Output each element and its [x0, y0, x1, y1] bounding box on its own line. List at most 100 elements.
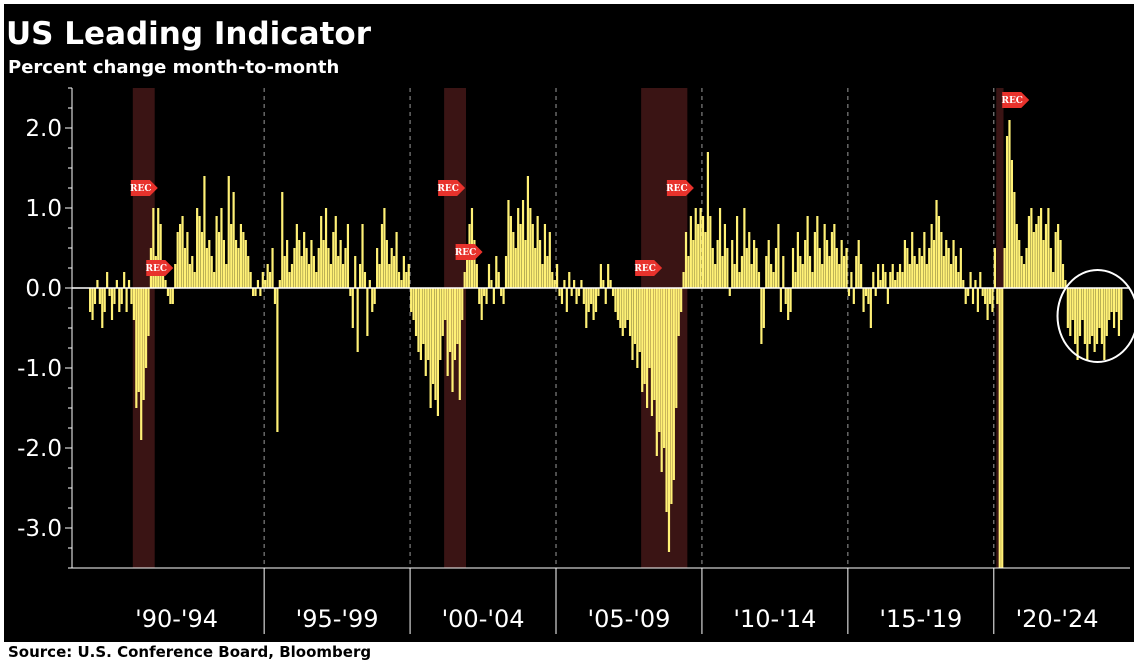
- chart-title: US Leading Indicator: [6, 16, 371, 52]
- data-bar: [247, 256, 250, 288]
- data-bar: [911, 232, 914, 288]
- data-bar: [393, 256, 396, 288]
- data-bar: [307, 264, 311, 288]
- data-bar: [1027, 216, 1031, 288]
- data-bar: [881, 264, 885, 288]
- data-bar: [624, 288, 627, 328]
- data-bar: [560, 288, 564, 304]
- data-bar: [628, 288, 632, 336]
- rec-marker: [438, 180, 466, 196]
- data-bar: [745, 248, 748, 288]
- rec-marker: [130, 180, 158, 196]
- data-bar: [954, 256, 958, 288]
- data-bar: [682, 272, 685, 288]
- data-bar: [643, 288, 646, 384]
- data-bar: [166, 288, 170, 296]
- data-bar: [534, 248, 537, 288]
- data-bar: [521, 200, 525, 288]
- data-bar: [130, 288, 133, 304]
- data-bar: [1105, 288, 1108, 336]
- data-bar: [227, 176, 230, 288]
- data-bar: [784, 288, 787, 304]
- data-bar: [894, 280, 897, 288]
- data-bar: [959, 248, 962, 288]
- data-bar: [923, 232, 926, 288]
- data-bar: [458, 288, 461, 400]
- data-bar: [210, 256, 213, 288]
- data-bar: [609, 280, 612, 288]
- data-bar: [619, 288, 622, 328]
- data-bar: [305, 248, 308, 288]
- data-bar: [290, 264, 294, 288]
- data-bar: [757, 272, 761, 288]
- period-label: '05-'09: [588, 605, 671, 633]
- data-bar: [113, 288, 116, 304]
- data-bar: [1047, 208, 1050, 288]
- data-bar: [811, 272, 814, 288]
- data-bar: [694, 208, 697, 288]
- data-bar: [1037, 216, 1040, 288]
- data-bar: [502, 288, 505, 304]
- data-bar: [259, 288, 262, 296]
- data-bar: [748, 232, 751, 288]
- data-bar: [1110, 288, 1113, 312]
- data-bar: [1091, 288, 1094, 336]
- data-bar: [120, 288, 123, 304]
- data-bar: [1100, 288, 1104, 344]
- data-bar: [867, 288, 870, 304]
- data-bar: [984, 288, 987, 304]
- data-bar: [855, 256, 858, 288]
- data-bar: [852, 288, 855, 304]
- data-bar: [573, 280, 576, 288]
- data-bar: [716, 240, 719, 288]
- data-bar: [1001, 288, 1004, 568]
- data-bar: [940, 232, 943, 288]
- data-bar: [101, 288, 104, 328]
- data-bar: [176, 232, 179, 288]
- data-bar: [594, 288, 598, 312]
- data-bar: [234, 240, 238, 288]
- data-bar: [431, 288, 435, 384]
- data-bar: [920, 256, 924, 288]
- data-bar: [203, 176, 206, 288]
- data-bar: [760, 288, 763, 344]
- data-bar: [242, 232, 245, 288]
- data-bar: [794, 272, 797, 288]
- chart-subtitle: Percent change month-to-month: [8, 57, 340, 78]
- data-bar: [96, 280, 99, 288]
- data-bar: [575, 288, 578, 304]
- rec-marker: [666, 180, 694, 196]
- data-bar: [118, 288, 121, 312]
- data-bar: [636, 288, 639, 368]
- data-bar: [738, 272, 741, 288]
- data-bar: [728, 288, 731, 296]
- data-bar: [115, 280, 118, 288]
- data-bar: [395, 232, 398, 288]
- data-bar: [439, 288, 442, 360]
- data-bar: [607, 264, 610, 288]
- data-bar: [585, 288, 588, 328]
- y-tick-label: 1.0: [25, 196, 62, 222]
- y-tick-label: -1.0: [17, 356, 62, 382]
- rec-marker: [1002, 92, 1030, 108]
- data-bar: [650, 288, 654, 416]
- data-bar: [1054, 232, 1057, 288]
- data-bar: [874, 288, 877, 296]
- data-bar: [127, 280, 131, 288]
- data-bar: [638, 288, 641, 352]
- data-bar: [616, 288, 619, 320]
- data-bar: [193, 272, 196, 288]
- data-bar: [303, 232, 306, 288]
- data-bar: [813, 232, 817, 288]
- data-bar: [368, 280, 371, 288]
- data-bar: [825, 240, 829, 288]
- data-bar: [543, 224, 547, 288]
- data-bar: [273, 288, 277, 304]
- rec-marker-label: REC: [437, 184, 459, 194]
- data-bar: [417, 288, 420, 352]
- data-bar: [137, 288, 140, 392]
- data-bar: [782, 256, 785, 288]
- data-bar: [889, 272, 892, 288]
- data-bar: [446, 288, 449, 376]
- data-bar: [621, 288, 624, 336]
